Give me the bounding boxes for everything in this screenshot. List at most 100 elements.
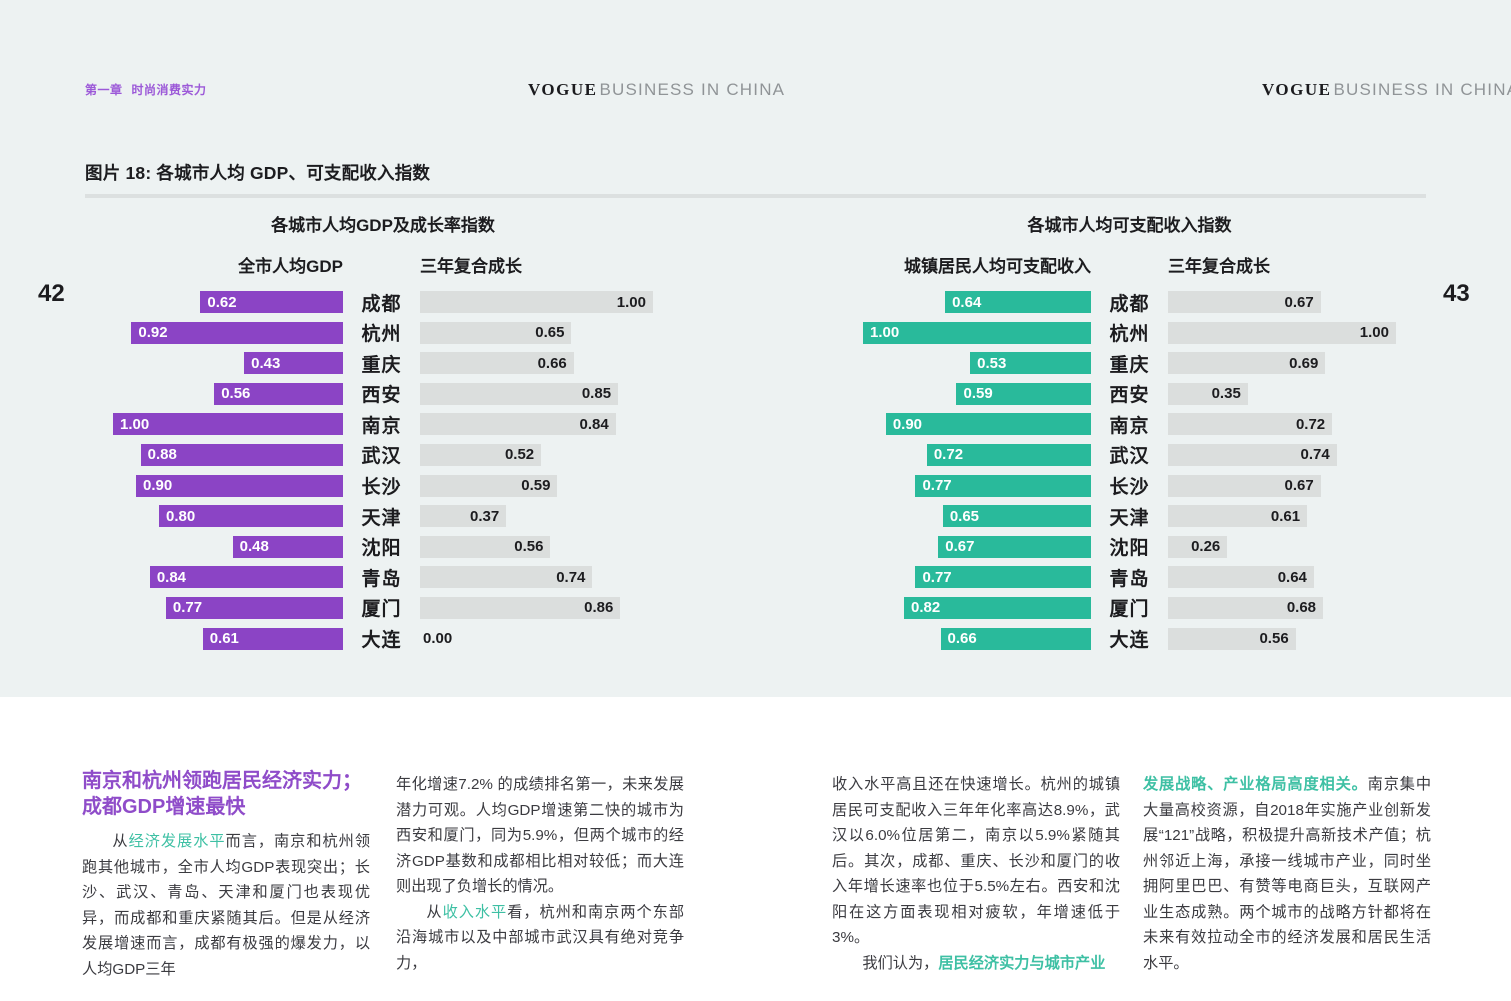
value-bar: 1.00 bbox=[113, 413, 343, 436]
value-bar-cell: 0.53 bbox=[863, 352, 1091, 375]
growth-bar: 0.37 bbox=[420, 505, 507, 528]
value-column-header: 全市人均GDP bbox=[238, 257, 343, 276]
value-bar: 0.88 bbox=[140, 443, 343, 466]
body-text: 从 bbox=[426, 903, 443, 921]
value-bar-cell: 0.80 bbox=[113, 505, 343, 528]
value-bar-cell: 0.67 bbox=[863, 535, 1091, 558]
growth-bar: 0.56 bbox=[1168, 627, 1296, 650]
value-bar: 0.66 bbox=[940, 627, 1091, 650]
growth-bar: 0.74 bbox=[420, 566, 593, 589]
chart-row: 0.77 厦门 0.86 bbox=[113, 596, 653, 620]
growth-bar: 0.68 bbox=[1168, 596, 1324, 619]
chart-row: 0.56 西安 0.85 bbox=[113, 382, 653, 407]
header-spacer bbox=[343, 252, 420, 273]
value-bar-cell: 0.48 bbox=[113, 535, 343, 558]
growth-bar-cell: 0.56 bbox=[420, 535, 653, 558]
body-text: 而言，南京和杭州领跑其他城市，全市人均GDP表现突出；长沙、武汉、青岛、天津和厦… bbox=[82, 833, 371, 978]
value-bar: 0.65 bbox=[942, 505, 1091, 528]
city-label: 西安 bbox=[1109, 385, 1150, 407]
growth-bar-cell: 0.68 bbox=[1168, 596, 1396, 619]
city-label: 杭州 bbox=[361, 324, 402, 346]
value-bar-cell: 0.82 bbox=[863, 596, 1091, 619]
growth-bar: 0.67 bbox=[1168, 474, 1321, 497]
city-label: 长沙 bbox=[361, 477, 402, 499]
value-bar-cell: 0.59 bbox=[863, 382, 1091, 405]
value-bar-cell: 1.00 bbox=[863, 321, 1091, 344]
article-paragraph: 我们认为，居民经济实力与城市产业 bbox=[832, 951, 1120, 977]
header-spacer bbox=[1091, 252, 1168, 273]
city-label: 武汉 bbox=[361, 446, 402, 468]
city-label: 厦门 bbox=[1109, 599, 1150, 621]
chart-row: 0.53 重庆 0.69 bbox=[863, 352, 1396, 376]
growth-bar: 0.52 bbox=[420, 443, 542, 466]
value-bar: 0.67 bbox=[938, 535, 1091, 558]
value-bar-cell: 0.77 bbox=[113, 596, 343, 619]
city-label: 青岛 bbox=[361, 568, 402, 590]
article-column-2: 年化增速7.2% 的成绩排名第一，未来发展潜力可观。人均GDP增速第二快的城市为… bbox=[396, 772, 684, 976]
value-bar: 0.43 bbox=[244, 352, 343, 375]
article-column-3: 收入水平高且还在快速增长。杭州的城镇居民可支配收入三年年化率高达8.9%，武汉以… bbox=[832, 772, 1120, 976]
chart-row: 0.80 天津 0.37 bbox=[113, 505, 653, 529]
chart-row: 0.82 厦门 0.68 bbox=[863, 596, 1396, 621]
growth-bar-cell: 0.35 bbox=[1168, 382, 1396, 405]
growth-bar-cell: 0.85 bbox=[420, 382, 653, 405]
growth-bar: 0.67 bbox=[1168, 291, 1321, 313]
growth-bar-cell: 0.59 bbox=[420, 474, 653, 497]
chart-row: 0.65 天津 0.61 bbox=[863, 505, 1396, 529]
chart-row: 0.72 武汉 0.74 bbox=[863, 443, 1396, 467]
growth-bar: 0.69 bbox=[1168, 352, 1326, 375]
page-number-left: 42 bbox=[38, 280, 65, 307]
body-text: 收入水平高且还在快速增长。杭州的城镇居民可支配收入三年年化率高达8.9%，武汉以… bbox=[832, 776, 1120, 946]
growth-bar-cell: 0.67 bbox=[1168, 474, 1396, 497]
accent-text: 经济发展水平 bbox=[128, 833, 226, 850]
city-label: 西安 bbox=[361, 385, 402, 407]
city-label: 天津 bbox=[361, 507, 402, 529]
growth-bar: 0.35 bbox=[1168, 382, 1248, 405]
chart-row: 0.90 南京 0.72 bbox=[863, 413, 1396, 437]
value-bar-cell: 0.64 bbox=[863, 291, 1091, 313]
value-bar: 0.59 bbox=[956, 382, 1091, 405]
growth-bar-cell: 0.52 bbox=[420, 443, 653, 466]
value-bar: 0.80 bbox=[159, 505, 343, 528]
vogue-business-logo-right: VOGUE BUSINESS IN CHINA bbox=[1262, 80, 1511, 100]
chart-row: 0.90 长沙 0.59 bbox=[113, 474, 653, 499]
chart-row: 0.48 沈阳 0.56 bbox=[113, 535, 653, 559]
body-text: 我们认为， bbox=[862, 954, 939, 972]
city-label: 南京 bbox=[1109, 415, 1150, 437]
chart-row: 0.77 青岛 0.64 bbox=[863, 566, 1396, 590]
growth-bar-cell: 0.56 bbox=[1168, 627, 1396, 650]
city-label: 重庆 bbox=[361, 354, 402, 376]
value-bar-cell: 0.90 bbox=[863, 413, 1091, 436]
chapter-label: 第一章 bbox=[85, 83, 123, 97]
city-label: 大连 bbox=[361, 630, 402, 652]
value-bar-cell: 0.65 bbox=[863, 505, 1091, 528]
value-bar: 0.56 bbox=[214, 382, 343, 405]
chart-title: 各城市人均GDP及成长率指数 bbox=[271, 216, 495, 235]
growth-bar-cell: 0.37 bbox=[420, 505, 653, 528]
growth-bar-cell: 0.67 bbox=[1168, 291, 1396, 313]
value-column-header: 城镇居民人均可支配收入 bbox=[904, 257, 1091, 276]
growth-bar-cell: 0.72 bbox=[1168, 413, 1396, 436]
article-paragraph: 年化增速7.2% 的成绩排名第一，未来发展潜力可观。人均GDP增速第二快的城市为… bbox=[396, 772, 684, 900]
body-text: 看，杭州和南京两个东部沿海城市以及中部城市武汉具有绝对竞争力， bbox=[396, 903, 685, 972]
chart-row: 0.64 成都 0.67 bbox=[863, 291, 1396, 315]
growth-bar-cell: 0.64 bbox=[1168, 566, 1396, 589]
logo-vogue-text: VOGUE bbox=[1262, 80, 1332, 99]
chart-title: 各城市人均可支配收入指数 bbox=[1027, 216, 1232, 235]
growth-bar: 0.56 bbox=[420, 535, 551, 558]
growth-bar-cell: 0.26 bbox=[1168, 535, 1396, 558]
value-bar: 0.53 bbox=[970, 352, 1091, 375]
logo-business-text: BUSINESS IN CHINA bbox=[599, 80, 786, 99]
growth-bar-cell: 0.66 bbox=[420, 352, 653, 375]
growth-bar: 0.65 bbox=[420, 321, 572, 344]
value-bar-cell: 0.62 bbox=[113, 291, 343, 313]
value-bar: 0.62 bbox=[200, 291, 343, 313]
growth-bar: 0.85 bbox=[420, 382, 619, 405]
chart-row: 0.84 青岛 0.74 bbox=[113, 566, 653, 590]
growth-bar: 0.59 bbox=[420, 474, 558, 497]
value-bar: 0.90 bbox=[885, 413, 1091, 436]
chart-row: 0.59 西安 0.35 bbox=[863, 382, 1396, 407]
growth-bar: 0.64 bbox=[1168, 566, 1314, 589]
income-index-chart: 各城市人均可支配收入指数 城镇居民人均可支配收入 三年复合成长 0.64 成都 0.… bbox=[863, 215, 1396, 658]
value-bar-cell: 0.66 bbox=[863, 627, 1091, 650]
